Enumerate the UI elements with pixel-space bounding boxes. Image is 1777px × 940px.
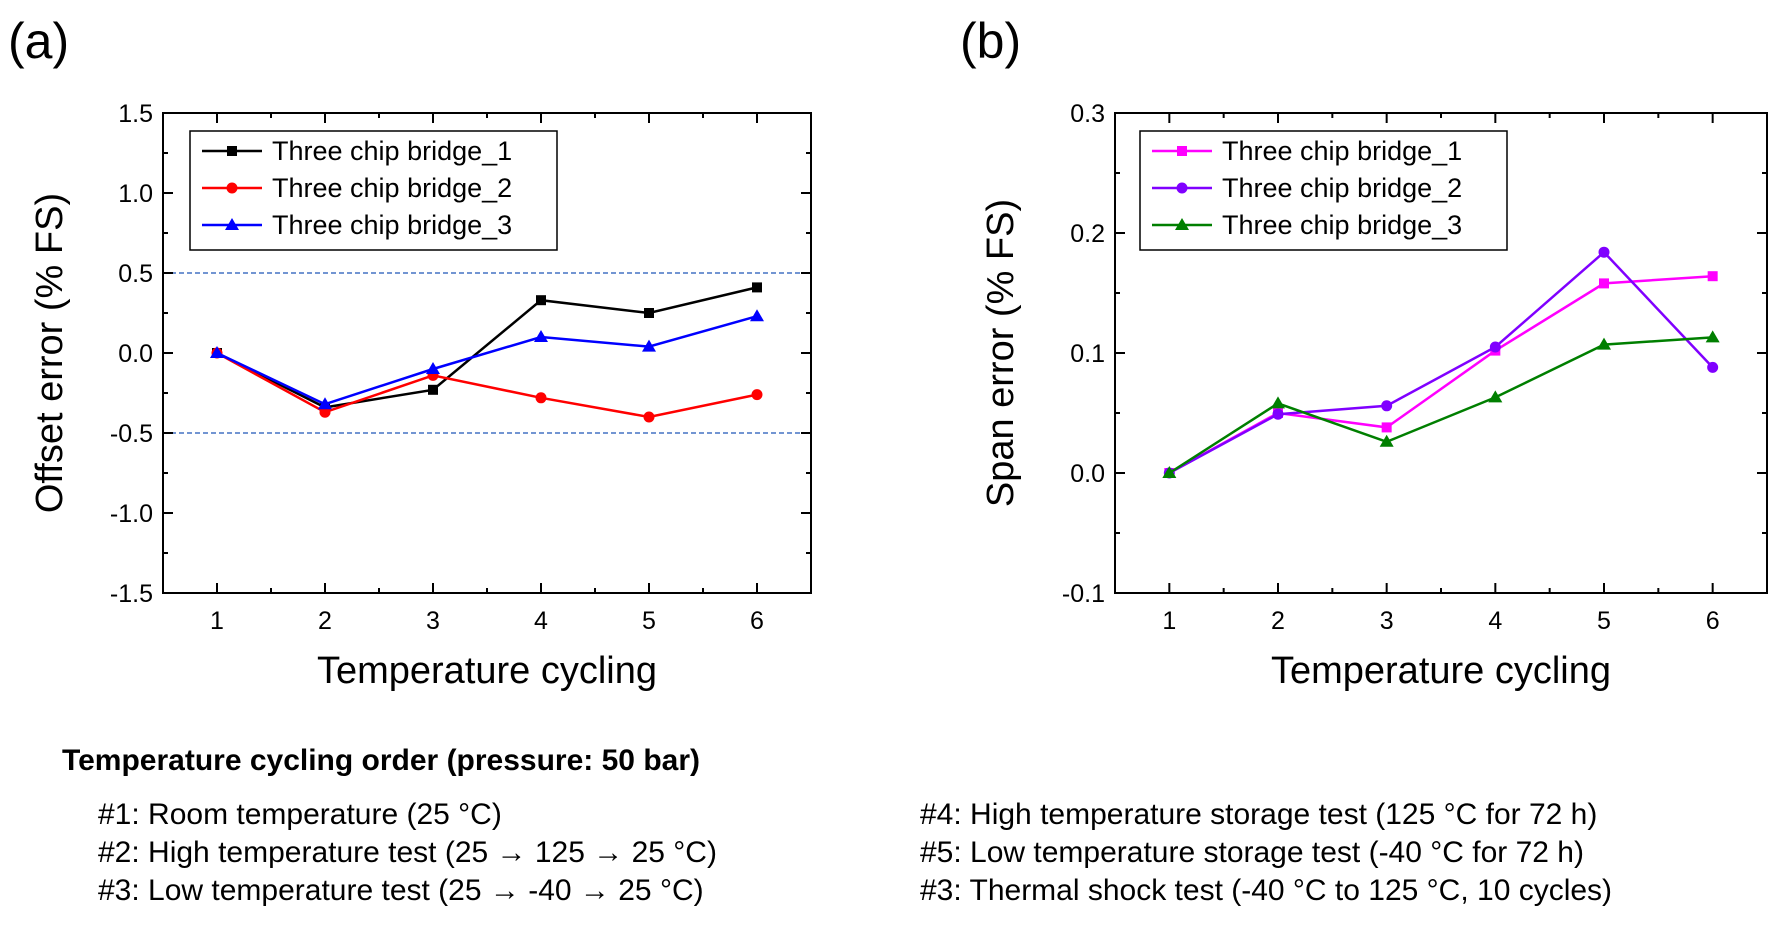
series-line [1168, 250, 1714, 475]
note-item: #3: Low temperature test (25 → -40 → 25 … [98, 874, 704, 907]
square-marker [227, 146, 237, 156]
triangle-marker [1488, 390, 1503, 403]
x-tick-label: 6 [750, 607, 764, 635]
y-tick-label: -0.1 [1062, 580, 1105, 608]
circle-marker [751, 389, 763, 401]
note-item: #1: Room temperature (25 °C) [98, 798, 502, 831]
y-tick-label: 1.5 [118, 100, 153, 128]
y-tick-label: 0.0 [118, 340, 153, 368]
x-tick-label: 5 [1597, 607, 1611, 635]
circle-marker [1176, 182, 1188, 194]
triangle-marker [1597, 337, 1611, 350]
panel-label: (a) [8, 13, 69, 69]
legend-label: Three chip bridge_3 [1222, 210, 1462, 240]
triangle-marker [1705, 330, 1720, 343]
legend-label: Three chip bridge_1 [272, 136, 512, 166]
square-marker [1381, 422, 1392, 433]
note-item: #3: Thermal shock test (-40 °C to 125 °C… [920, 874, 1613, 907]
y-tick-label: 0.1 [1070, 340, 1105, 368]
circle-marker [1272, 408, 1284, 420]
y-tick-label: 0.2 [1070, 220, 1105, 248]
series-line [1168, 274, 1713, 475]
circle-marker [643, 411, 655, 423]
x-tick-label: 4 [534, 607, 548, 635]
triangle-marker [210, 346, 224, 358]
triangle-marker [750, 309, 764, 322]
circle-marker [226, 182, 238, 194]
triangle-marker [318, 397, 332, 410]
square-marker [644, 308, 654, 318]
square-marker [1707, 271, 1718, 282]
y-tick-label: 0.3 [1070, 100, 1105, 128]
square-marker [1599, 278, 1609, 289]
notes-left-column: #1: Room temperature (25 °C) #2: High te… [98, 796, 717, 910]
y-tick-label: -1.0 [110, 500, 153, 528]
y-axis-label: Offset error (% FS) [29, 193, 71, 513]
note-item: #2: High temperature test (25 → 125 → 25… [98, 836, 717, 869]
notes-title: Temperature cycling order (pressure: 50 … [62, 744, 700, 777]
legend: Three chip bridge_1 Three chip bridge_2 Th… [1139, 130, 1508, 251]
legend-label: Three chip bridge_1 [1222, 136, 1462, 166]
series-line [216, 314, 758, 406]
square-marker [536, 295, 546, 306]
notes-right-column: #4: High temperature storage test (125 °… [920, 796, 1612, 910]
square-marker [428, 384, 438, 395]
triangle-marker [1271, 396, 1285, 409]
x-tick-label: 3 [1380, 607, 1394, 635]
y-tick-label: 1.0 [118, 180, 153, 208]
y-tick-label: -0.5 [110, 420, 153, 448]
series-line [216, 286, 758, 409]
x-tick-label: 5 [642, 607, 656, 635]
triangle-marker [1162, 466, 1177, 478]
x-tick-label: 2 [1271, 607, 1285, 635]
x-tick-label: 4 [1488, 607, 1502, 635]
square-marker [752, 282, 762, 293]
chart-panel-a: (a) -1.5 -1.0 -0.5 0.0 0.5 1.0 1.5 1 2 3 4 5 6 Tempera… [8, 13, 812, 692]
circle-marker [319, 406, 331, 418]
circle-marker [1598, 246, 1610, 258]
triangle-marker [426, 362, 440, 374]
triangle-marker [642, 339, 656, 352]
y-tick-label: 0.5 [118, 260, 153, 288]
circle-marker [1489, 341, 1501, 353]
x-tick-label: 3 [426, 607, 440, 635]
x-tick-label: 6 [1706, 607, 1720, 635]
circle-marker [1381, 400, 1393, 412]
note-item: #5: Low temperature storage test (-40 °C… [920, 836, 1584, 869]
panel-label: (b) [960, 13, 1021, 69]
x-tick-label: 1 [210, 607, 224, 635]
legend-label: Three chip bridge_2 [1222, 173, 1462, 203]
triangle-marker [1175, 218, 1189, 230]
triangle-marker [1379, 434, 1394, 447]
series-line [1168, 336, 1713, 475]
x-axis-label: Temperature cycling [1271, 650, 1611, 692]
chart-panel-b: (b) -0.1 0.0 0.1 0.2 0.3 1 2 3 4 5 6 Temperature cyc… [960, 13, 1768, 692]
x-axis-label: Temperature cycling [317, 650, 657, 692]
x-tick-label: 2 [318, 607, 332, 635]
square-marker [1177, 146, 1187, 156]
circle-marker [535, 392, 547, 404]
triangle-marker [225, 218, 239, 230]
legend: Three chip bridge_1 Three chip bridge_2 Th… [189, 130, 558, 251]
legend-label: Three chip bridge_2 [272, 173, 512, 203]
y-axis-label: Span error (% FS) [980, 199, 1022, 507]
y-tick-label: -1.5 [110, 580, 153, 608]
charts-canvas: (a) -1.5 -1.0 -0.5 0.0 0.5 1.0 1.5 1 2 3 4 5 6 Tempera… [8, 13, 1768, 692]
legend-label: Three chip bridge_3 [272, 210, 512, 240]
triangle-marker [534, 330, 548, 342]
x-tick-label: 1 [1162, 607, 1176, 635]
circle-marker [1707, 361, 1719, 373]
series-line [216, 351, 758, 419]
note-item: #4: High temperature storage test (125 °… [920, 798, 1598, 831]
y-tick-label: 0.0 [1070, 460, 1105, 488]
